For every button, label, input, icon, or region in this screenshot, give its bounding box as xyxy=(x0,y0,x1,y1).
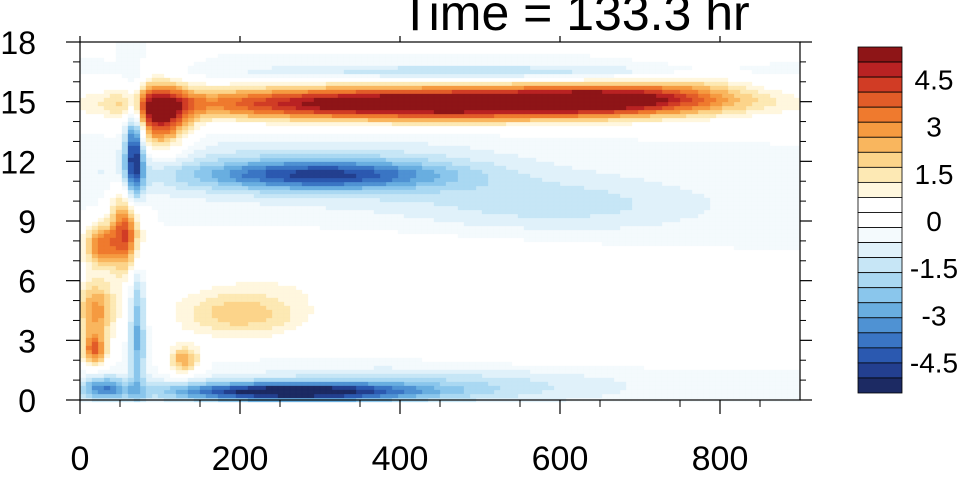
colorbar-swatch xyxy=(857,347,903,364)
y-tick-label: 12 xyxy=(0,144,36,180)
colorbar-swatch xyxy=(857,302,903,319)
colorbar-label: 4.5 xyxy=(915,64,954,95)
colorbar-swatch xyxy=(857,242,903,259)
colorbar-swatch xyxy=(857,46,903,63)
colorbar-swatch xyxy=(857,227,903,243)
x-tick-label: 200 xyxy=(212,440,269,473)
y-tick-label: 6 xyxy=(18,264,36,300)
x-tick-label: 400 xyxy=(372,440,429,473)
y-tick-label: 15 xyxy=(0,85,36,121)
contour-fill-12 xyxy=(145,89,669,123)
colorbar-swatch xyxy=(857,317,903,334)
colorbar-swatch xyxy=(857,106,903,123)
x-tick-label: 600 xyxy=(532,440,589,473)
y-tick-label: 9 xyxy=(18,204,36,240)
colorbar-swatch xyxy=(857,257,903,274)
chart-title: Time = 133.3 hr xyxy=(400,0,750,41)
contour-fill-20 xyxy=(235,385,357,399)
colorbar-swatch xyxy=(857,121,903,138)
colorbar-label: 0 xyxy=(926,206,942,237)
colorbar-swatch xyxy=(857,91,903,108)
colorbar-label: -4.5 xyxy=(910,348,958,379)
y-tick-label: 3 xyxy=(18,323,36,359)
colorbar-swatch xyxy=(857,181,903,198)
colorbar-label: 1.5 xyxy=(915,159,954,190)
colorbar-swatch xyxy=(857,287,903,304)
colorbar-swatch xyxy=(857,362,903,379)
colorbar: 4.5 3 1.5 0 -1.5 -3 -4.5 xyxy=(857,46,958,394)
colorbar-swatch xyxy=(857,272,903,289)
plot-area xyxy=(79,41,801,403)
y-tick-label: 0 xyxy=(18,383,36,419)
colorbar-label: -1.5 xyxy=(910,253,958,284)
colorbar-swatch xyxy=(857,332,903,349)
colorbar-label: -3 xyxy=(922,300,947,331)
x-tick-label: 800 xyxy=(692,440,749,473)
colorbar-swatch xyxy=(857,76,903,93)
axes: 0 200 400 600 800 0 3 6 9 12 15 18 xyxy=(0,25,812,478)
colorbar-swatch xyxy=(857,136,903,153)
colorbar-label: 3 xyxy=(926,112,942,143)
colorbar-swatch xyxy=(857,166,903,183)
x-tick-label: 0 xyxy=(71,440,90,473)
colorbar-swatch xyxy=(857,197,903,213)
y-tick-label: 18 xyxy=(0,25,36,61)
colorbar-swatch xyxy=(857,61,903,78)
colorbar-swatch xyxy=(857,377,903,394)
colorbar-swatch xyxy=(857,212,903,228)
colorbar-swatch xyxy=(857,151,903,168)
